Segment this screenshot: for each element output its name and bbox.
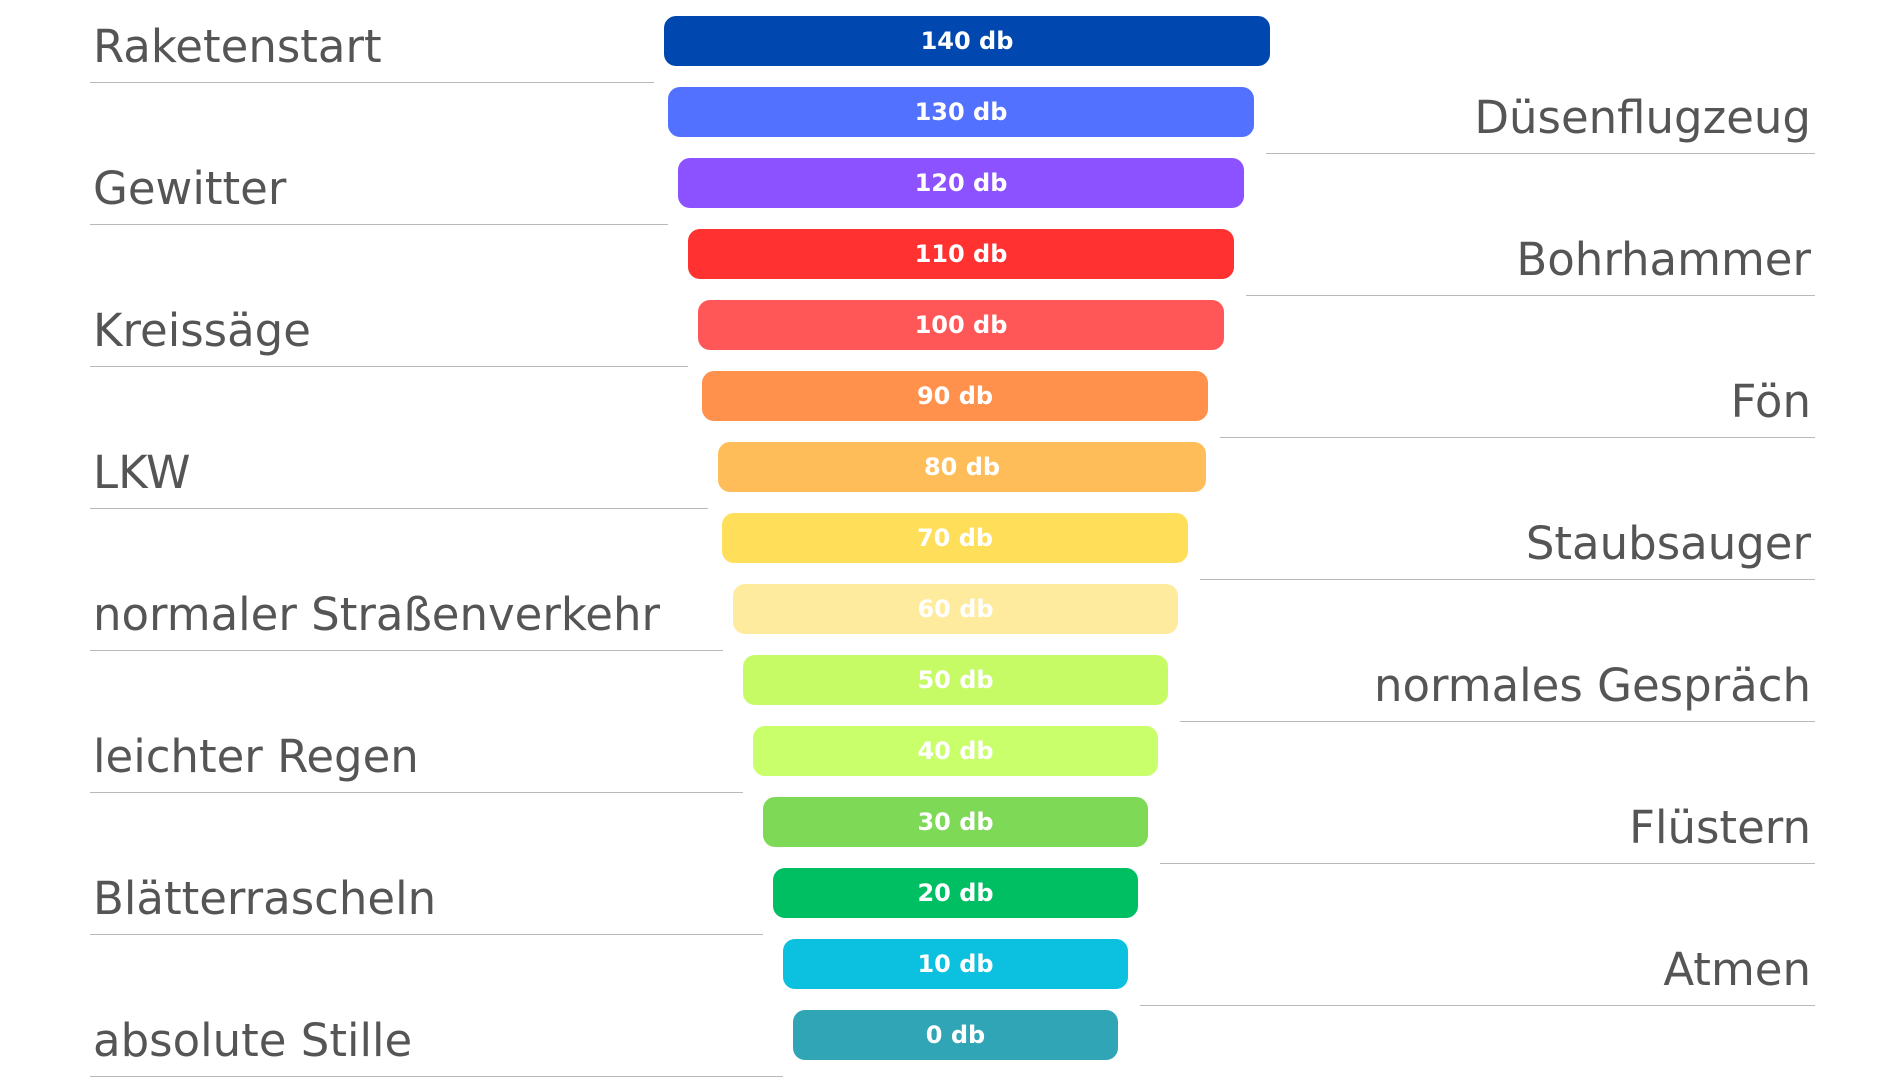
level-label-text: Gewitter — [93, 162, 287, 215]
level-label-text: Düsenflugzeug — [1474, 91, 1811, 144]
level-bar-1: 130 db — [668, 87, 1254, 137]
level-label-11: Flüstern — [1160, 798, 1815, 864]
level-bar-14: 0 db — [793, 1010, 1118, 1060]
level-label-text: Blätterrascheln — [93, 872, 437, 925]
level-bar-0: 140 db — [664, 16, 1270, 66]
level-label-text: LKW — [93, 446, 191, 499]
level-label-12: Blätterrascheln — [90, 869, 763, 935]
level-bar-12: 20 db — [773, 868, 1138, 918]
level-bar-11: 30 db — [763, 797, 1148, 847]
level-bar-8: 60 db — [733, 584, 1178, 634]
level-label-1: Düsenflugzeug — [1266, 88, 1815, 154]
level-bar-7: 70 db — [722, 513, 1188, 563]
level-label-5: Fön — [1220, 372, 1815, 438]
level-label-text: Staubsauger — [1525, 517, 1811, 570]
level-bar-10: 40 db — [753, 726, 1158, 776]
level-label-text: Raketenstart — [93, 20, 382, 73]
level-bar-5: 90 db — [702, 371, 1208, 421]
level-label-text: Fön — [1730, 375, 1811, 428]
level-label-10: leichter Regen — [90, 727, 743, 793]
level-bar-2: 120 db — [678, 158, 1244, 208]
level-label-2: Gewitter — [90, 159, 668, 225]
level-bar-3: 110 db — [688, 229, 1234, 279]
level-label-13: Atmen — [1140, 940, 1815, 1006]
level-label-4: Kreissäge — [90, 301, 688, 367]
level-bar-4: 100 db — [698, 300, 1224, 350]
level-label-text: absolute Stille — [93, 1014, 413, 1067]
level-label-text: Atmen — [1663, 943, 1811, 996]
level-label-14: absolute Stille — [90, 1011, 783, 1077]
level-label-6: LKW — [90, 443, 708, 509]
level-label-9: normales Gespräch — [1180, 656, 1815, 722]
level-label-7: Staubsauger — [1200, 514, 1815, 580]
level-bar-13: 10 db — [783, 939, 1128, 989]
level-label-3: Bohrhammer — [1246, 230, 1815, 296]
level-label-text: Bohrhammer — [1516, 233, 1811, 286]
level-label-text: normales Gespräch — [1373, 659, 1811, 712]
level-label-8: normaler Straßenverkehr — [90, 585, 723, 651]
level-label-text: leichter Regen — [93, 730, 419, 783]
level-bar-9: 50 db — [743, 655, 1168, 705]
level-label-0: Raketenstart — [90, 17, 654, 83]
level-label-text: Flüstern — [1629, 801, 1811, 854]
level-label-text: Kreissäge — [93, 304, 311, 357]
level-bar-6: 80 db — [718, 442, 1206, 492]
level-label-text: normaler Straßenverkehr — [93, 588, 660, 641]
